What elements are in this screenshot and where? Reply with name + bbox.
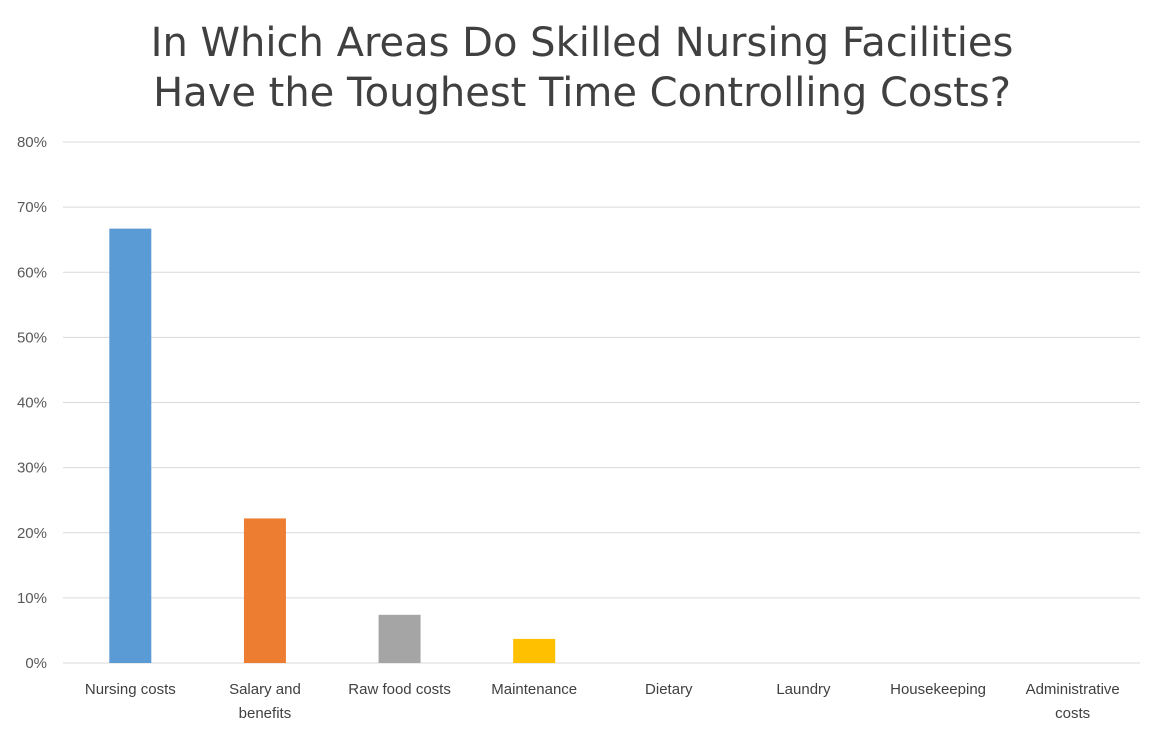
- y-tick-label: 70%: [17, 199, 47, 216]
- y-tick-label: 50%: [17, 329, 47, 346]
- x-tick-label: Salary and: [229, 681, 301, 698]
- y-tick-label: 60%: [17, 264, 47, 281]
- x-tick-label: Housekeeping: [890, 681, 986, 698]
- chart-title-line-1: In Which Areas Do Skilled Nursing Facili…: [150, 20, 1014, 66]
- y-tick-label: 30%: [17, 460, 47, 477]
- bar: [378, 614, 421, 663]
- x-tick-label: Administrative: [1026, 681, 1120, 698]
- x-tick-label: benefits: [239, 705, 292, 722]
- x-tick-label: costs: [1055, 705, 1090, 722]
- y-tick-label: 80%: [17, 134, 47, 151]
- x-tick-label: Maintenance: [491, 681, 577, 698]
- bar: [513, 638, 556, 663]
- x-tick-label: Laundry: [776, 681, 831, 698]
- chart-title-line-2: Have the Toughest Time Controlling Costs…: [153, 70, 1011, 116]
- x-tick-label: Dietary: [645, 681, 693, 698]
- chart-title: In Which Areas Do Skilled Nursing Facili…: [0, 18, 1164, 118]
- x-tick-label: Nursing costs: [85, 681, 176, 698]
- bar: [243, 518, 286, 663]
- bar: [109, 228, 152, 663]
- y-tick-label: 10%: [17, 590, 47, 607]
- y-tick-label: 20%: [17, 525, 47, 542]
- y-tick-label: 40%: [17, 395, 47, 412]
- x-tick-label: Raw food costs: [348, 681, 451, 698]
- y-tick-label: 0%: [25, 655, 47, 672]
